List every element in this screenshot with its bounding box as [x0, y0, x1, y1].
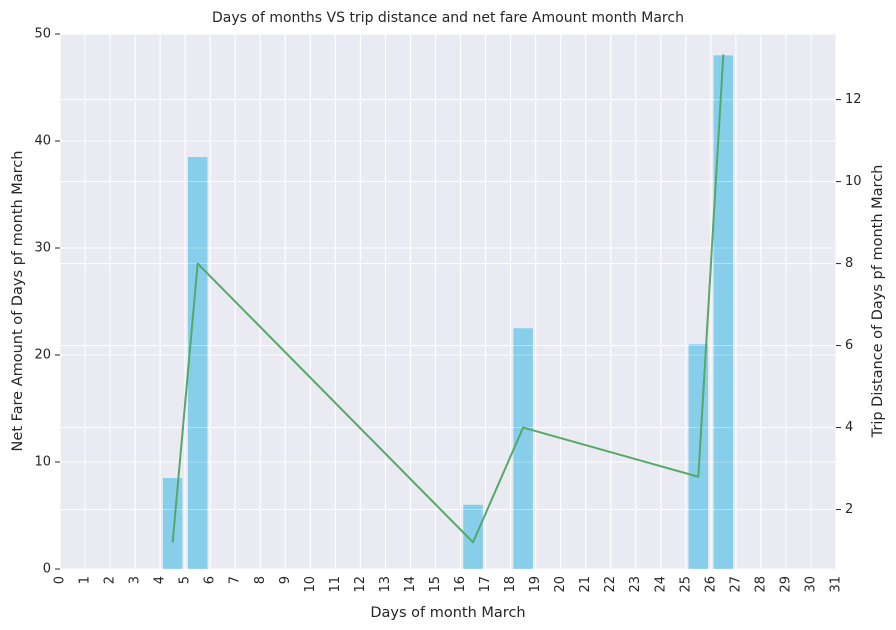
bar-day-5: [187, 157, 208, 570]
y-axis-right-label: Trip Distance of Days pf month March: [870, 165, 886, 439]
x-tick-label: 18: [503, 576, 518, 593]
x-tick-label: 27: [728, 576, 743, 593]
x-tick-label: 28: [753, 576, 768, 593]
y-right-tick-label: 10: [845, 174, 862, 189]
bar-day-16: [463, 504, 483, 569]
line-series: [171, 54, 725, 544]
y-right-tick-label: 2: [845, 502, 853, 517]
x-tick-label: 4: [153, 576, 168, 584]
y-left-tick-label: 30: [34, 241, 51, 256]
x-tick-label: 1: [78, 576, 93, 584]
bar-day-26: [713, 55, 734, 569]
y-right-tick-label: 12: [845, 92, 862, 107]
y-left-tick-label: 0: [43, 562, 51, 577]
bar-day-4: [162, 478, 183, 569]
x-tick-label: 22: [603, 576, 618, 593]
x-tick-label: 5: [178, 576, 193, 584]
x-tick-label: 13: [378, 576, 393, 593]
x-axis-label: Days of month March: [370, 605, 525, 621]
x-tick-label: 17: [478, 576, 493, 593]
x-tick-label: 12: [353, 576, 368, 593]
x-tick-label: 30: [803, 576, 818, 593]
y-right-tick-label: 8: [845, 256, 853, 271]
y-right-tick-label: 4: [845, 420, 853, 435]
x-tick-label: 7: [228, 576, 243, 584]
x-tick-label: 2: [103, 576, 118, 584]
x-tick-label: 14: [403, 576, 418, 593]
x-tick-label: 8: [253, 576, 268, 584]
x-tick-label: 11: [328, 576, 343, 593]
x-tick-label: 20: [553, 576, 568, 593]
x-tick-label: 6: [203, 576, 218, 584]
y-left-tick-label: 50: [34, 27, 51, 42]
x-tick-label: 0: [53, 576, 68, 584]
x-tick-label: 9: [278, 576, 293, 584]
x-tick-label: 3: [128, 576, 143, 584]
x-tick-label: 25: [678, 576, 693, 593]
x-tick-label: 19: [528, 576, 543, 593]
y-left-tick-label: 40: [34, 134, 51, 149]
chart-title: Days of months VS trip distance and net …: [212, 10, 684, 26]
bar-day-18: [513, 328, 533, 569]
y-left-tick-label: 10: [34, 455, 51, 470]
x-tick-label: 23: [628, 576, 643, 593]
x-tick-label: 10: [303, 576, 318, 593]
x-tick-label: 31: [829, 576, 844, 593]
x-tick-label: 24: [653, 576, 668, 593]
x-tick-label: 21: [578, 576, 593, 593]
x-tick-label: 29: [778, 576, 793, 593]
y-axis-left-label: Net Fare Amount of Days pf month March: [10, 151, 26, 452]
y-left-tick-label: 20: [34, 348, 51, 363]
bar-series: [60, 33, 836, 570]
x-tick-label: 26: [703, 576, 718, 593]
trip-distance-line: [171, 54, 725, 544]
y-right-tick-label: 6: [845, 338, 853, 353]
x-tick-label: 15: [428, 576, 443, 593]
tick-marks: [55, 33, 841, 570]
x-tick-label: 16: [453, 576, 468, 593]
